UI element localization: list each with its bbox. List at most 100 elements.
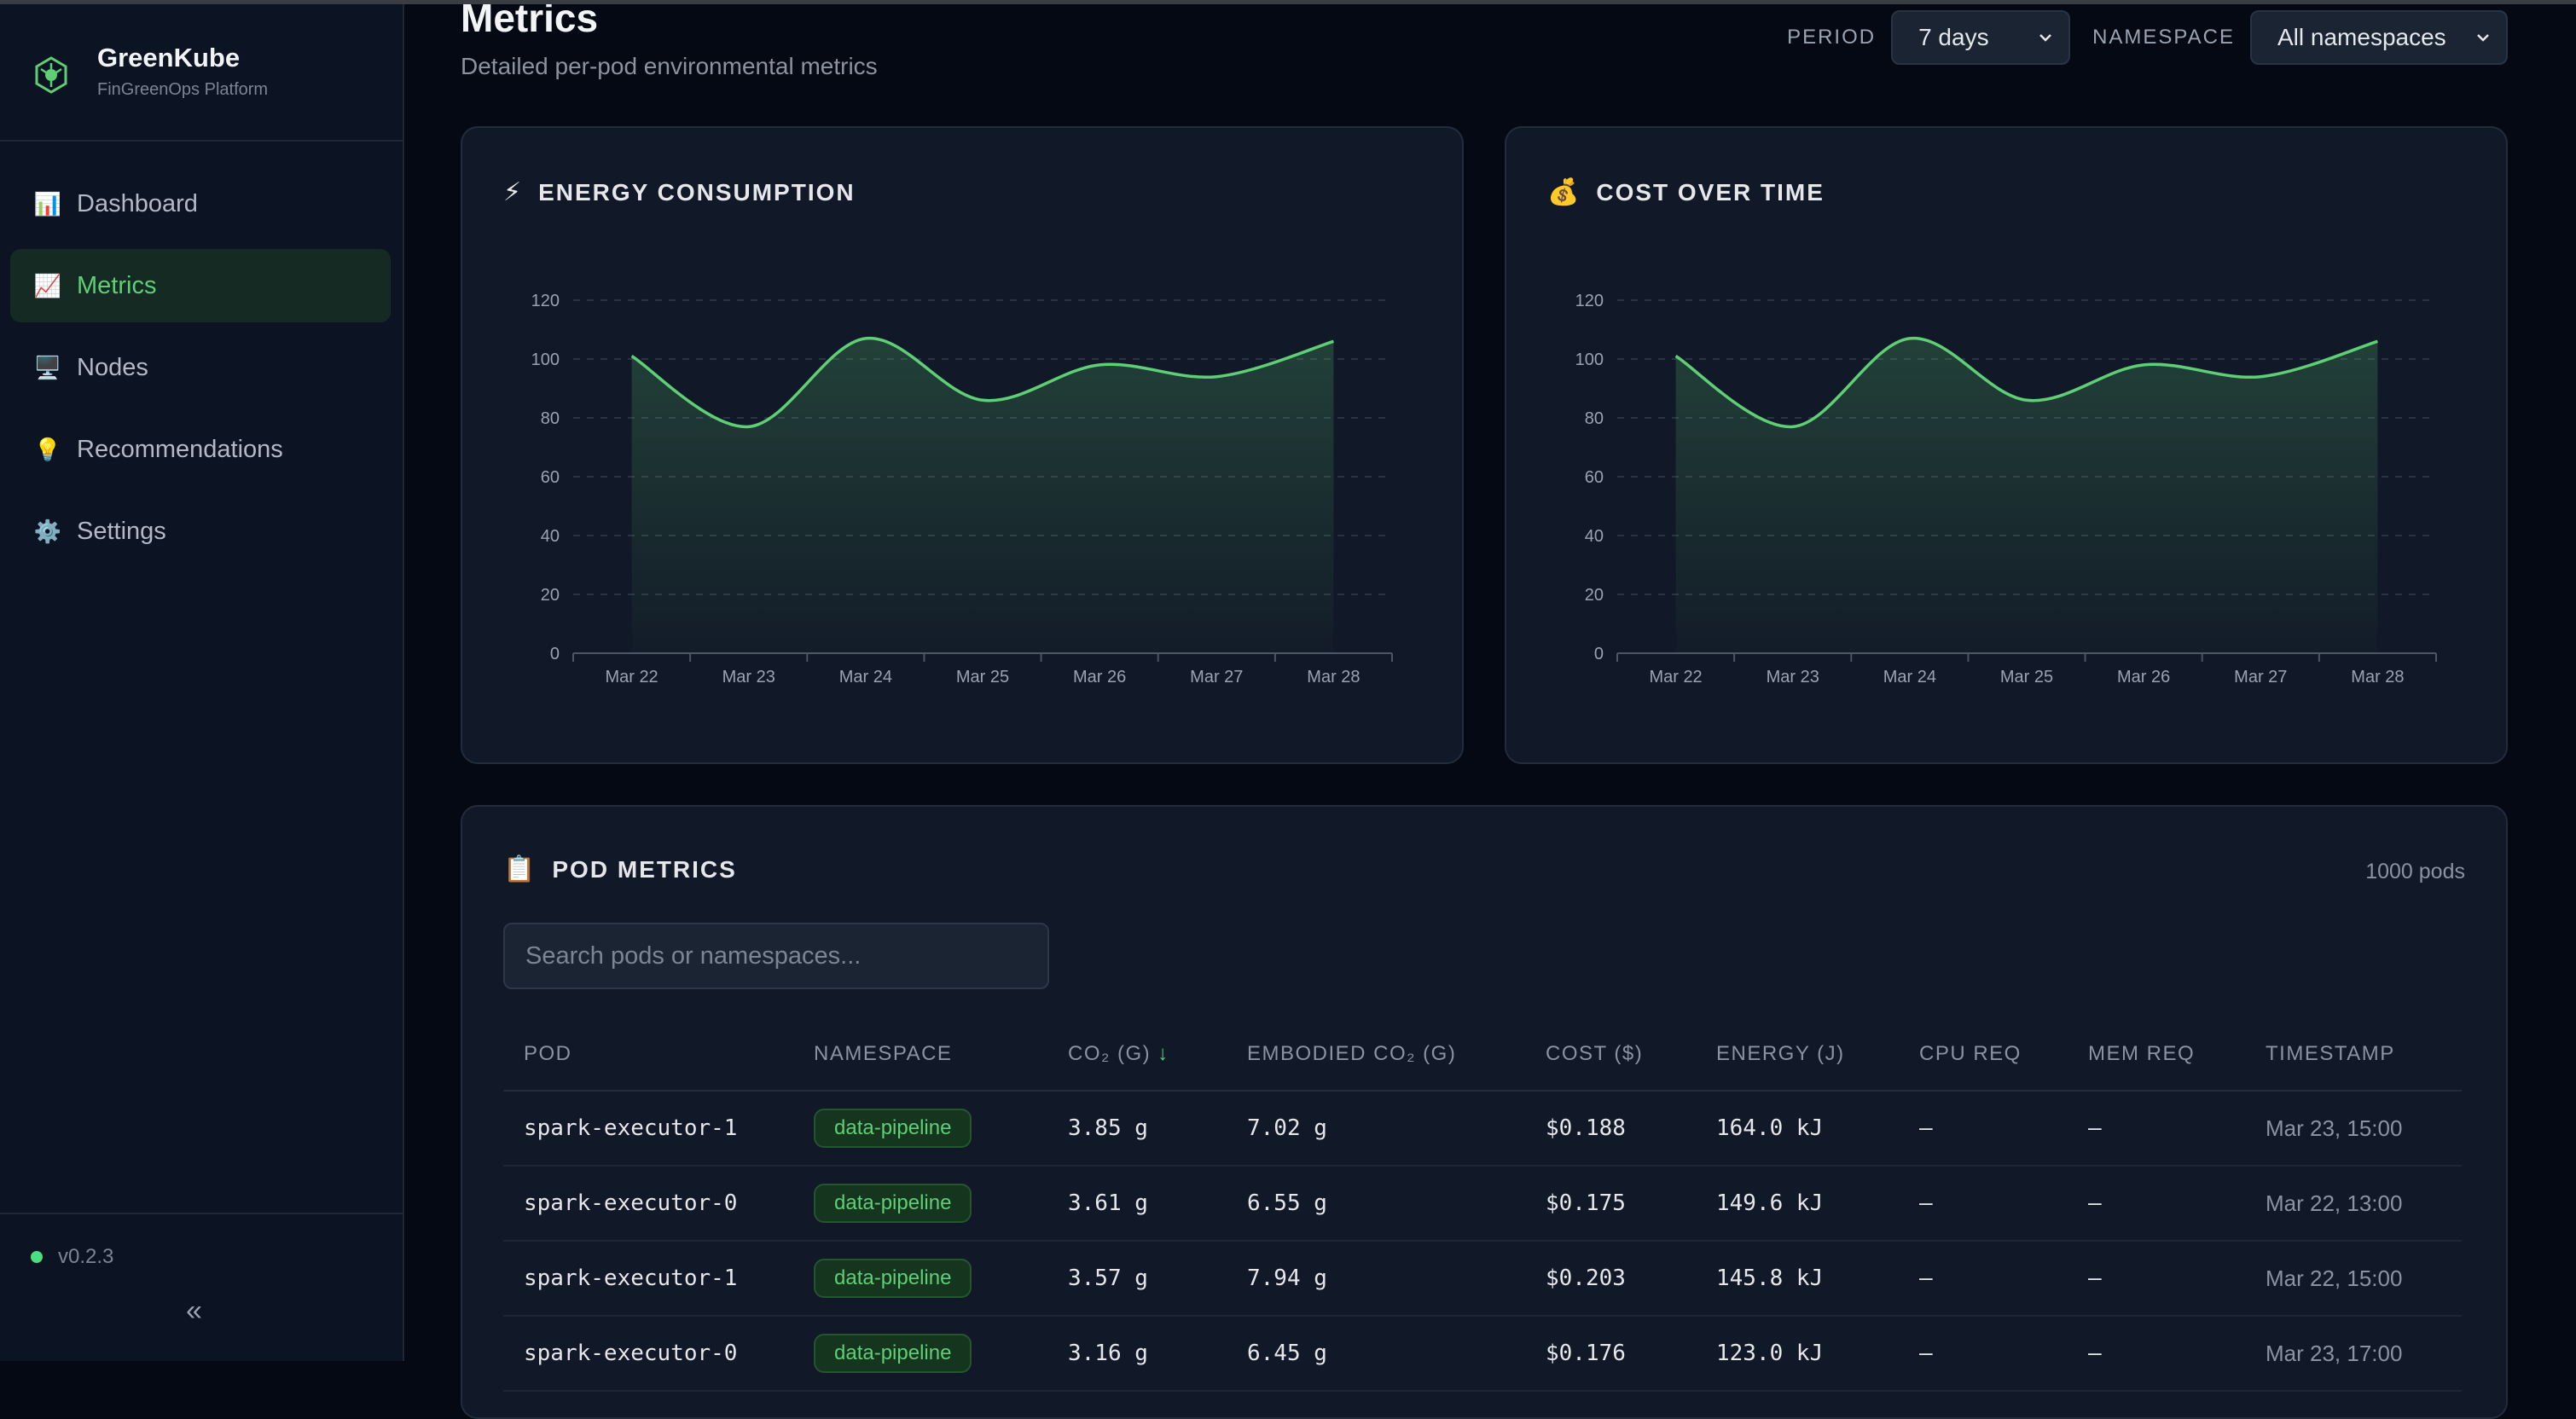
table-row[interactable]: spark-executor-0 data-pipeline 3.61 g 6.… <box>503 1166 2462 1241</box>
clipboard-icon: 📋 <box>503 854 537 884</box>
x-tick-label: Mar 22 <box>1649 668 1702 686</box>
energy-value: 145.8 kJ <box>1696 1241 1899 1316</box>
x-tick-label: Mar 27 <box>2234 668 2287 686</box>
table-row[interactable]: spark-executor-1 data-pipeline 3.57 g 7.… <box>503 1241 2462 1316</box>
column-header-namespace[interactable]: NAMESPACE <box>793 1018 1047 1091</box>
brand-subtitle: FinGreenOps Platform <box>97 80 268 100</box>
x-tick-label: Mar 22 <box>605 668 658 686</box>
namespace-label: NAMESPACE <box>2092 26 2235 49</box>
cost-value: $0.176 <box>1525 1316 1696 1391</box>
embodied-co2-value: 7.02 g <box>1227 1091 1525 1166</box>
y-tick-label: 80 <box>1585 409 1604 428</box>
pod-metrics-card: 📋 POD METRICS 1000 pods POD NAMESPACE CO… <box>461 805 2508 1419</box>
co2-value: 3.61 g <box>1047 1166 1227 1241</box>
y-tick-label: 0 <box>1594 645 1604 663</box>
y-tick-label: 120 <box>531 292 560 310</box>
column-header-cost[interactable]: COST ($) <box>1525 1018 1696 1091</box>
co2-value: 3.16 g <box>1047 1316 1227 1391</box>
sidebar-divider <box>0 140 404 142</box>
series-area <box>632 339 1334 653</box>
brand-name: GreenKube <box>97 39 268 77</box>
x-tick-label: Mar 27 <box>1190 668 1243 686</box>
sidebar-item-label: Settings <box>77 518 166 546</box>
x-tick-label: Mar 23 <box>722 668 775 686</box>
mem-req-value: — <box>2068 1316 2245 1391</box>
pod-name: spark-executor-0 <box>503 1316 793 1391</box>
namespace-cell: data-pipeline <box>793 1091 1047 1166</box>
pod-metrics-title: POD METRICS <box>552 856 736 883</box>
sidebar-item-label: Dashboard <box>77 190 198 218</box>
sidebar-item-settings[interactable]: ⚙️ Settings <box>10 495 391 568</box>
cpu-req-value: — <box>1899 1241 2068 1316</box>
chevron-down-icon <box>2036 28 2055 47</box>
x-tick-label: Mar 25 <box>956 668 1009 686</box>
greenkube-logo-icon <box>31 55 72 96</box>
namespace-badge: data-pipeline <box>814 1109 972 1148</box>
namespace-select-value: All namespaces <box>2277 24 2446 51</box>
collapse-sidebar-button[interactable]: « <box>186 1294 202 1328</box>
period-select[interactable]: 7 days <box>1891 10 2070 65</box>
column-header-label: CO₂ (G) <box>1068 1042 1151 1065</box>
sort-descending-icon: ↓ <box>1157 1042 1169 1065</box>
namespace-badge: data-pipeline <box>814 1334 972 1373</box>
search-input[interactable] <box>503 923 1049 989</box>
chevron-down-icon <box>2474 28 2492 47</box>
column-header-energy[interactable]: ENERGY (J) <box>1696 1018 1899 1091</box>
period-label: PERIOD <box>1787 26 1876 49</box>
y-tick-label: 0 <box>550 645 560 663</box>
column-header-pod[interactable]: POD <box>503 1018 793 1091</box>
lightbulb-icon: 💡 <box>31 437 65 463</box>
mem-req-value: — <box>2068 1091 2245 1166</box>
sidebar-divider <box>0 1213 404 1214</box>
brand[interactable]: GreenKube FinGreenOps Platform <box>31 39 268 100</box>
sidebar-item-recommendations[interactable]: 💡 Recommendations <box>10 413 391 486</box>
namespace-badge: data-pipeline <box>814 1259 972 1298</box>
x-tick-label: Mar 25 <box>2000 668 2053 686</box>
mem-req-value: — <box>2068 1241 2245 1316</box>
x-tick-label: Mar 28 <box>1307 668 1360 686</box>
column-header-timestamp[interactable]: TIMESTAMP <box>2245 1018 2462 1091</box>
namespace-select[interactable]: All namespaces <box>2250 10 2508 65</box>
sidebar-item-label: Metrics <box>77 272 156 300</box>
line-chart-icon: 📈 <box>31 273 65 299</box>
sidebar: GreenKube FinGreenOps Platform 📊 Dashboa… <box>0 0 404 1361</box>
y-tick-label: 20 <box>541 586 560 605</box>
cost-value: $0.203 <box>1525 1241 1696 1316</box>
cpu-req-value: — <box>1899 1316 2068 1391</box>
sidebar-item-dashboard[interactable]: 📊 Dashboard <box>10 167 391 240</box>
sidebar-item-nodes[interactable]: 🖥️ Nodes <box>10 331 391 404</box>
table-row[interactable]: spark-executor-0 data-pipeline 3.16 g 6.… <box>503 1316 2462 1391</box>
y-tick-label: 60 <box>541 468 560 487</box>
sidebar-nav: 📊 Dashboard 📈 Metrics 🖥️ Nodes 💡 Recomme… <box>10 167 391 576</box>
namespace-cell: data-pipeline <box>793 1241 1047 1316</box>
timestamp-value: Mar 22, 15:00 <box>2245 1241 2462 1316</box>
status-dot-icon <box>31 1251 43 1263</box>
version-indicator: v0.2.3 <box>31 1245 113 1269</box>
column-header-cpu-req[interactable]: CPU REQ <box>1899 1018 2068 1091</box>
card-title: 📋 POD METRICS <box>503 854 737 884</box>
namespace-badge: data-pipeline <box>814 1184 972 1223</box>
x-tick-label: Mar 28 <box>2351 668 2404 686</box>
pod-metrics-table: POD NAMESPACE CO₂ (G)↓ EMBODIED CO₂ (G) … <box>503 1018 2462 1392</box>
sidebar-item-metrics[interactable]: 📈 Metrics <box>10 249 391 322</box>
embodied-co2-value: 6.55 g <box>1227 1166 1525 1241</box>
column-header-mem-req[interactable]: MEM REQ <box>2068 1018 2245 1091</box>
column-header-embodied-co2[interactable]: EMBODIED CO₂ (G) <box>1227 1018 1525 1091</box>
timestamp-value: Mar 22, 13:00 <box>2245 1166 2462 1241</box>
x-tick-label: Mar 24 <box>839 668 892 686</box>
table-row[interactable]: spark-executor-1 data-pipeline 3.85 g 7.… <box>503 1091 2462 1166</box>
version-label: v0.2.3 <box>58 1245 113 1269</box>
x-tick-label: Mar 26 <box>1073 668 1126 686</box>
x-tick-label: Mar 26 <box>2117 668 2170 686</box>
bar-chart-icon: 📊 <box>31 191 65 217</box>
x-tick-label: Mar 24 <box>1883 668 1936 686</box>
period-select-value: 7 days <box>1918 24 1989 51</box>
filter-bar: PERIOD 7 days NAMESPACE All namespaces <box>1787 10 2508 65</box>
column-header-co2[interactable]: CO₂ (G) ↓ <box>1047 1018 1227 1091</box>
sidebar-item-label: Recommendations <box>77 436 283 464</box>
gear-icon: ⚙️ <box>31 518 65 545</box>
page-title: Metrics <box>461 0 598 43</box>
y-tick-label: 80 <box>541 409 560 428</box>
